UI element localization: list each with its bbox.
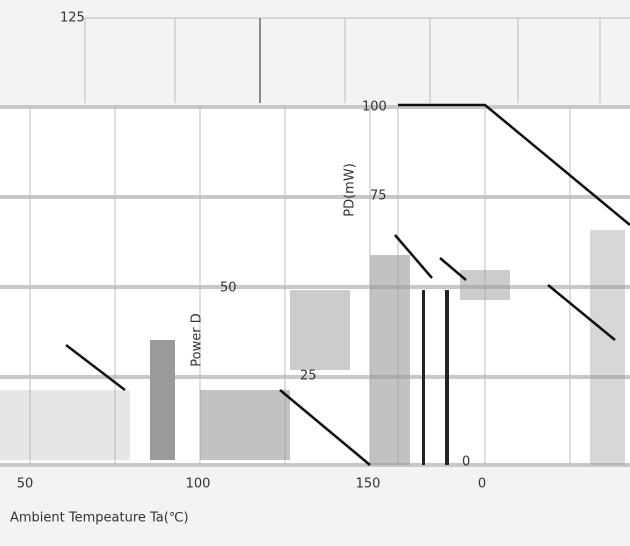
y-tick-label: 100 [362,100,387,115]
curve-fragment [439,257,467,281]
glitch-strip [200,390,290,460]
curve-fragment [394,234,433,279]
glitch-strip [590,230,625,465]
x-tick-label: 150 [356,477,381,492]
y-tick-label: 25 [300,369,317,384]
curve-fragment [65,344,126,391]
y-tick-label: 125 [60,11,85,26]
curve-fragment [279,389,371,466]
y-tick-label: 75 [370,189,387,204]
curve-fragment [547,284,616,341]
y-axis-label-fragment: Power D [190,313,205,366]
y-tick-label: 50 [220,281,237,296]
glitch-strip [445,290,449,465]
x-tick-label: 50 [17,477,34,492]
y-tick-label: 0 [462,455,470,470]
glitch-strip [150,340,175,460]
y-axis-label: PD(mW) [343,163,358,217]
glitch-strip [370,255,410,465]
glitch-strip [0,390,130,460]
x-tick-label: 0 [478,477,486,492]
x-tick-label: 100 [186,477,211,492]
glitch-strip [290,290,350,370]
glitch-strip [460,270,510,300]
glitch-strip [422,290,425,465]
x-axis-label: Ambient Tempeature Ta(℃) [10,511,189,526]
derating-curve [398,103,630,226]
